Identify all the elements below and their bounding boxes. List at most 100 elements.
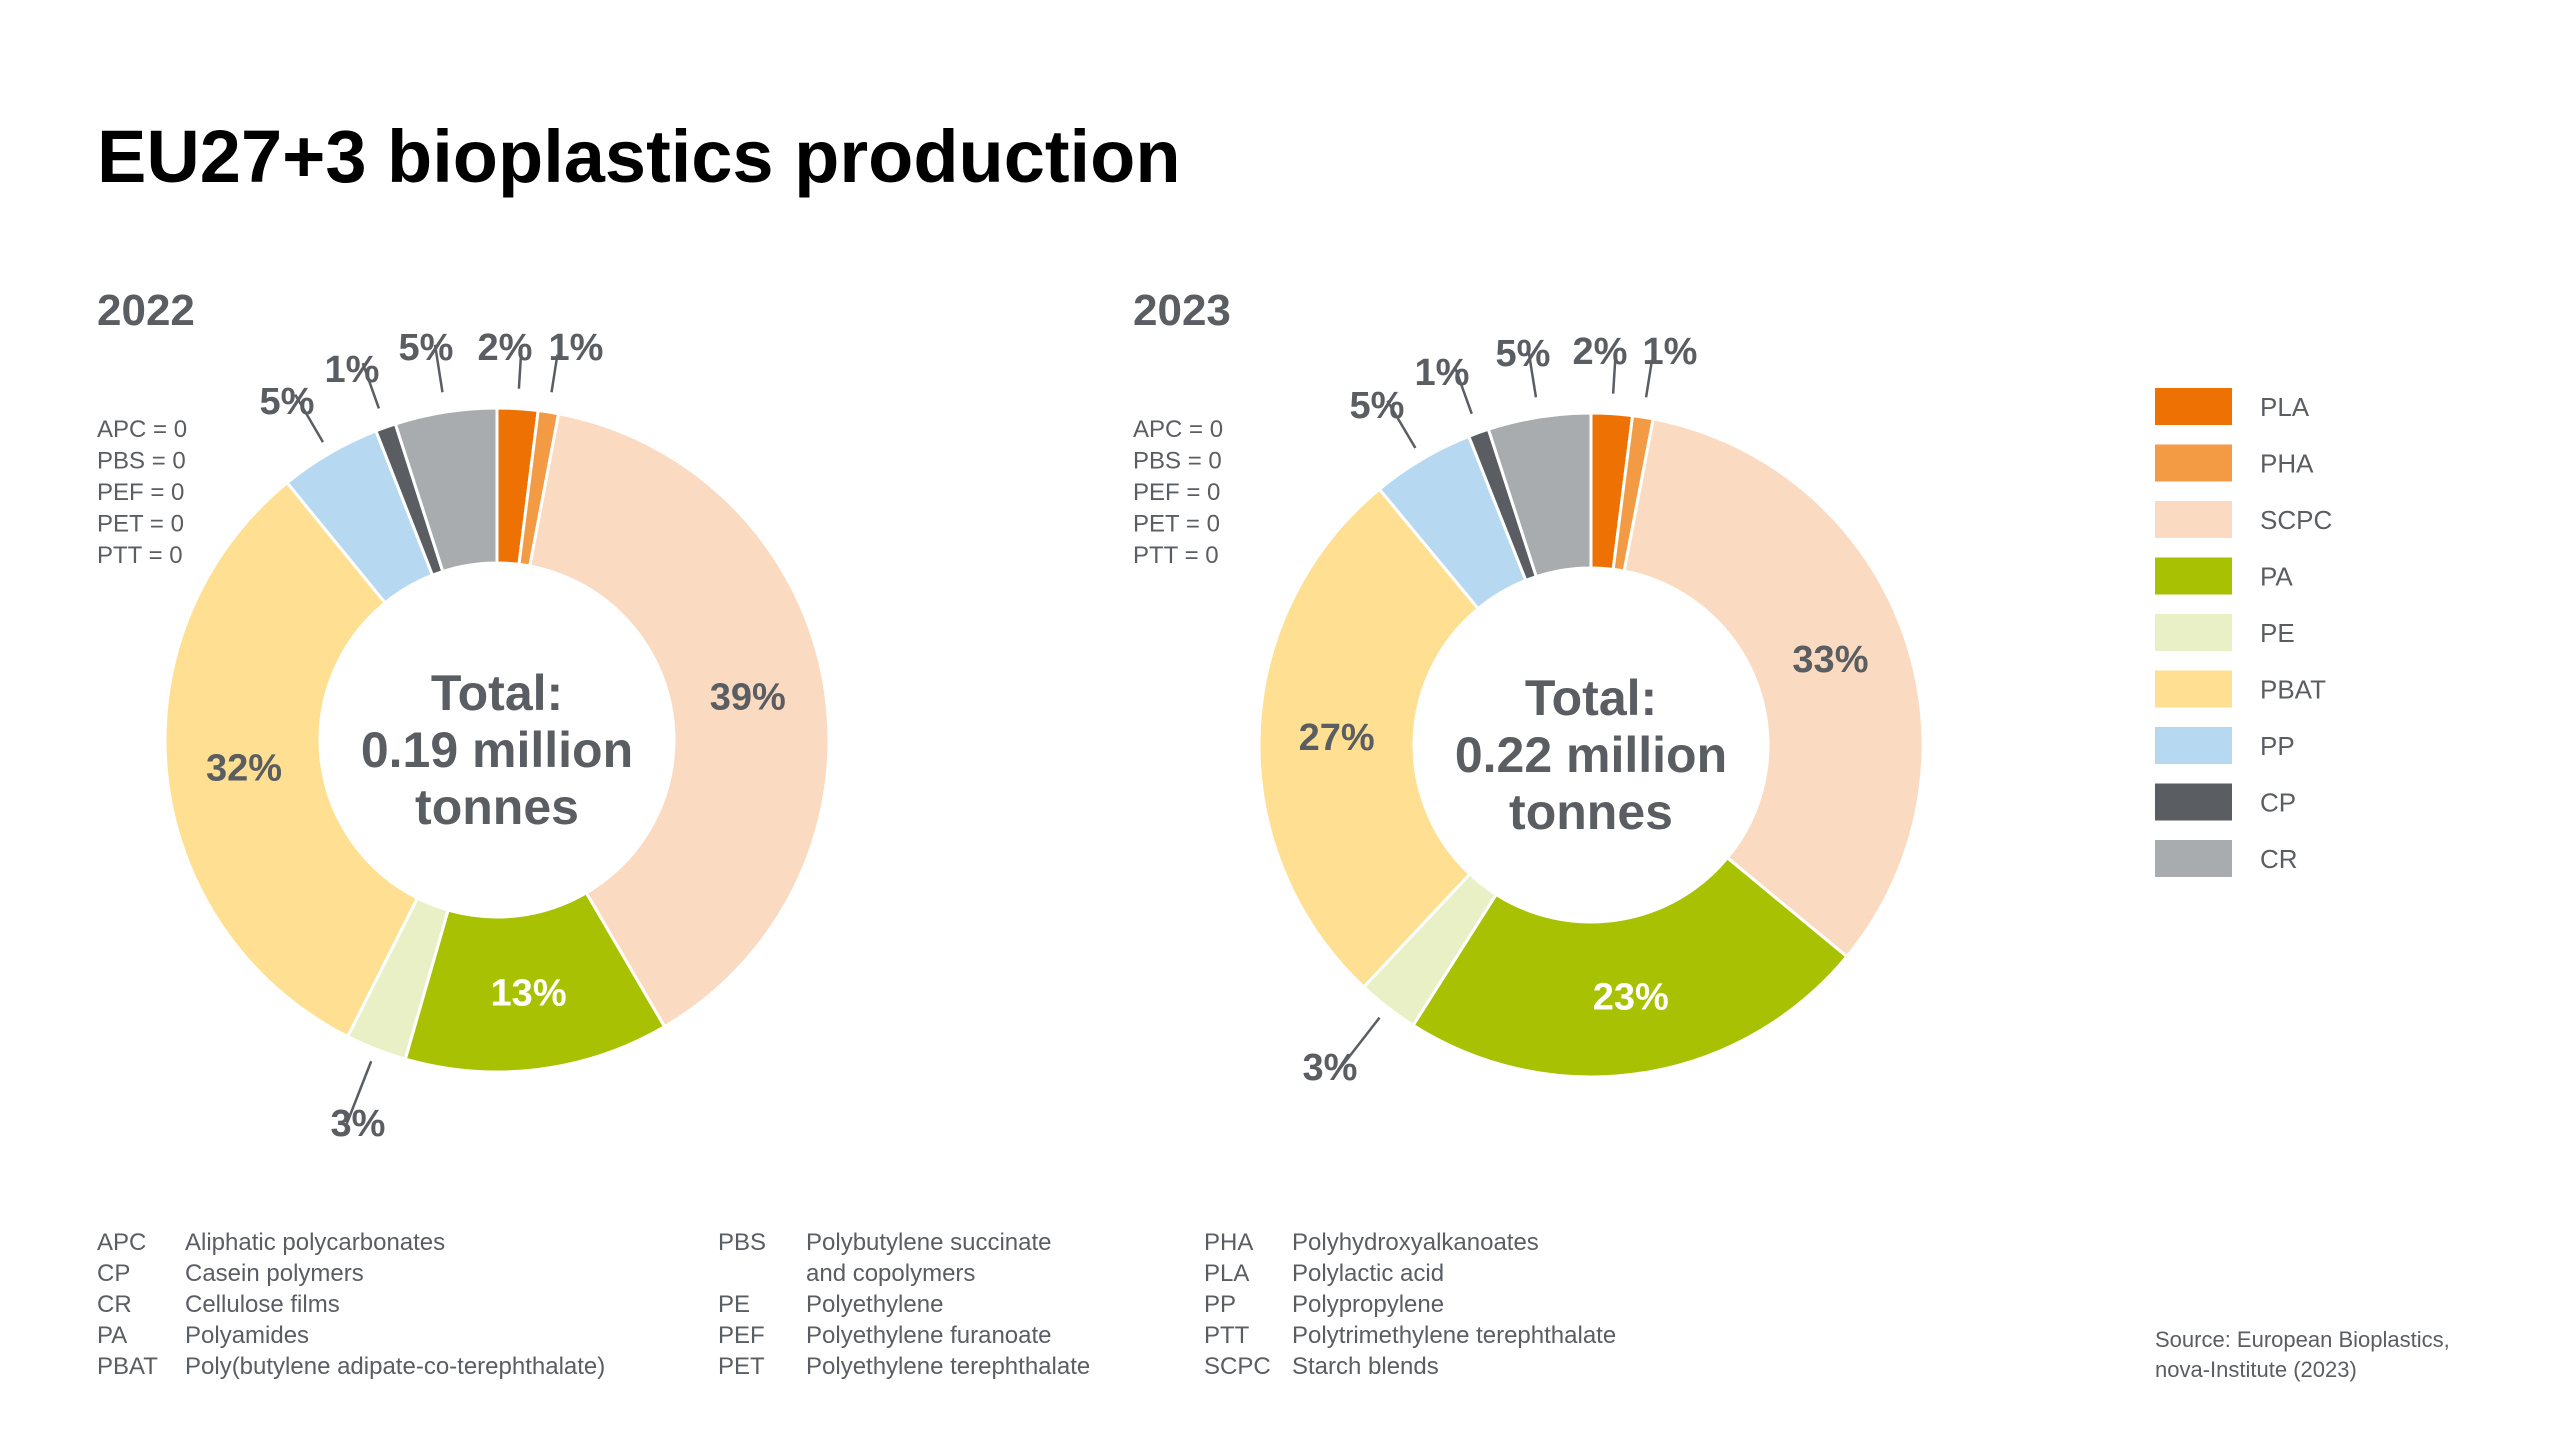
abbreviation-code: APC (97, 1229, 146, 1256)
legend-swatch-pe (2155, 614, 2232, 651)
leader-line (1386, 400, 1417, 449)
total-label: 0.22 million (1455, 727, 1727, 783)
abbreviation-meaning: Cellulose films (185, 1291, 340, 1318)
leader-line (1527, 349, 1538, 398)
leader-line (550, 354, 559, 393)
leader-line (1337, 1016, 1381, 1072)
slice-value-label: 33% (1792, 639, 1868, 681)
legend-swatch-cp (2155, 783, 2232, 821)
legend-label-scpc: SCPC (2260, 505, 2332, 535)
abbreviation-meaning: Polyamides (185, 1322, 309, 1349)
legend-label-pbat: PBAT (2260, 675, 2326, 705)
legend-swatch-pbat (2155, 670, 2232, 708)
legend-label-pa: PA (2260, 562, 2293, 592)
zero-value-note: APC = 0 (97, 416, 187, 443)
abbreviation-code: PP (1204, 1291, 1236, 1318)
slice-value-label: 5% (1350, 385, 1405, 427)
slice-value-label: 3% (1303, 1047, 1358, 1089)
abbreviation-meaning: Polybutylene succinate (806, 1229, 1051, 1256)
leader-line (1454, 368, 1473, 415)
slice-cr (393, 406, 499, 574)
zero-value-note: PBS = 0 (1133, 448, 1222, 475)
slice-value-label: 1% (1415, 352, 1470, 394)
total-label: tonnes (1509, 784, 1673, 840)
zero-value-note: PET = 0 (97, 511, 184, 538)
abbreviation-meaning: Polyethylene (806, 1291, 943, 1318)
slice-pa (403, 890, 667, 1074)
slice-pbat (1257, 487, 1481, 990)
abbreviation-code: PHA (1204, 1229, 1253, 1256)
abbreviation-meaning: Polyethylene furanoate (806, 1322, 1052, 1349)
legend-swatch-pp (2155, 727, 2232, 764)
slice-value-label: 3% (331, 1103, 386, 1145)
slice-pbat (163, 480, 420, 1039)
donut-chart-2022: 2022 APC = 0 PBS = 0 PEF = 0 PET = 0 PTT = 0 2… (97, 286, 831, 1145)
slice-value-label: 2% (478, 327, 533, 369)
abbreviation-code: PBS (718, 1229, 766, 1256)
leader-line (433, 344, 444, 393)
abbreviation-code: PEF (718, 1322, 765, 1349)
zero-value-note: PTT = 0 (97, 542, 183, 569)
leader-line (294, 394, 325, 443)
abbreviation-meaning: and copolymers (806, 1260, 975, 1287)
abbreviation-meaning: Aliphatic polycarbonates (185, 1229, 445, 1256)
legend-label-cp: CP (2260, 788, 2296, 818)
total-label: tonnes (415, 779, 579, 835)
leader-line (517, 350, 523, 389)
zero-value-note: PEF = 0 (1133, 479, 1220, 506)
abbreviation-meaning: Polyethylene terephthalate (806, 1353, 1090, 1380)
legend-label-pla: PLA (2260, 392, 2310, 422)
source-text: nova-Institute (2023) (2155, 1357, 2357, 1382)
zero-value-note: APC = 0 (1133, 416, 1223, 443)
chart-year-title: 2022 (97, 286, 195, 335)
slice-value-label: 5% (260, 381, 315, 423)
legend-swatch-pla (2155, 388, 2232, 425)
slice-value-label: 13% (491, 973, 567, 1015)
abbreviation-meaning: Polyhydroxyalkanoates (1292, 1229, 1539, 1256)
charts-area: 2022 APC = 0 PBS = 0 PEF = 0 PET = 0 PTT = 0 2… (97, 286, 1925, 1145)
abbreviation-code: CP (97, 1260, 130, 1287)
abbreviation-code: PBAT (97, 1353, 158, 1380)
legend-swatch-scpc (2155, 501, 2232, 538)
slice-value-label: 23% (1593, 976, 1669, 1018)
source-note: Source: European Bioplastics, nova-Instit… (2155, 1327, 2450, 1382)
abbreviation-meaning: Polylactic acid (1292, 1260, 1444, 1287)
chart-year-title: 2023 (1133, 286, 1231, 335)
slice-pa (1411, 855, 1849, 1079)
total-label: 0.19 million (361, 722, 633, 778)
abbreviation-meaning: Polytrimethylene terephthalate (1292, 1322, 1616, 1349)
slice-value-label: 1% (1643, 331, 1698, 373)
abbreviation-code: PET (718, 1353, 765, 1380)
slice-value-label: 1% (549, 327, 604, 369)
abbreviation-meaning: Polypropylene (1292, 1291, 1444, 1318)
legend-label-cr: CR (2260, 844, 2298, 874)
abbreviation-code: SCPC (1204, 1353, 1271, 1380)
legend-label-pha: PHA (2260, 449, 2314, 479)
slice-cr (1486, 411, 1593, 579)
leader-line (1644, 359, 1654, 398)
abbreviation-meaning: Starch blends (1292, 1353, 1439, 1380)
abbreviation-code: PE (718, 1291, 750, 1318)
slice-value-label: 5% (1496, 333, 1551, 375)
slice-scpc (528, 412, 831, 1029)
abbreviation-meaning: Casein polymers (185, 1260, 364, 1287)
abbreviation-code: PA (97, 1322, 127, 1349)
leader-line (361, 362, 381, 409)
slice-value-label: 39% (710, 677, 786, 719)
zero-value-note: PTT = 0 (1133, 542, 1219, 569)
abbreviations-list: APC Aliphatic polycarbonates CP Casein poly… (97, 1229, 1616, 1380)
legend-swatch-pa (2155, 557, 2232, 595)
abbreviation-meaning: Poly(butylene adipate-co-terephthalate) (185, 1353, 605, 1380)
donut-chart-2023: 2023 APC = 0 PBS = 0 PEF = 0 PET = 0 PTT = 0 2… (1133, 286, 1925, 1089)
slice-value-label: 32% (206, 748, 282, 790)
leader-line (1611, 355, 1617, 394)
legend-swatch-pha (2155, 444, 2232, 482)
legend: PLA PHA SCPC PA PE PBAT PP CP CR (2155, 388, 2332, 877)
zero-value-note: PBS = 0 (97, 448, 186, 475)
leader-line (345, 1060, 373, 1125)
abbreviation-code: PLA (1204, 1260, 1249, 1287)
slice-value-label: 2% (1573, 331, 1628, 373)
slice-value-label: 1% (325, 349, 380, 391)
source-text: Source: European Bioplastics, (2155, 1327, 2450, 1352)
abbreviation-code: CR (97, 1291, 132, 1318)
